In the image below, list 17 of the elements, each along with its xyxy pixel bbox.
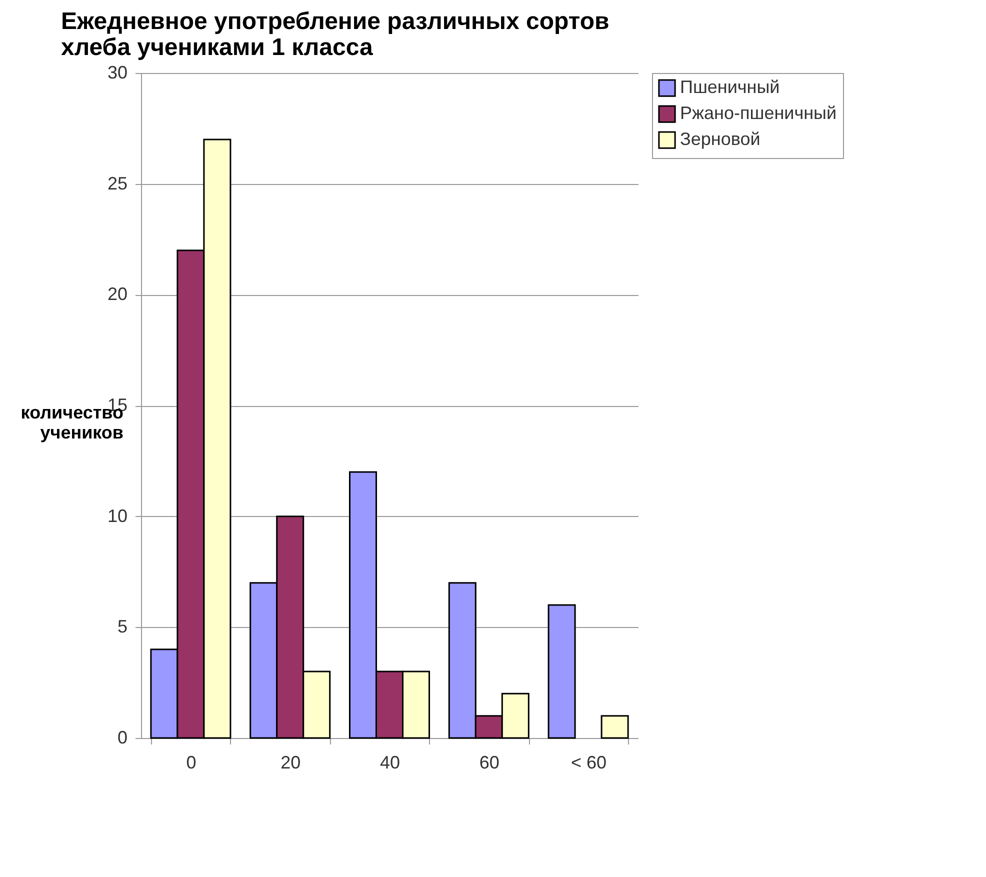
chart-title: Ежедневное употребление различных сортов хлеба учениками 1 класса <box>61 8 610 61</box>
y-tick-label: 5 <box>117 616 128 637</box>
y-tick-label: 0 <box>117 728 128 748</box>
legend-label: Пшеничный <box>680 77 780 97</box>
x-tick-label: 40 <box>380 752 400 772</box>
legend-label: Ржано-пшеничный <box>680 103 837 123</box>
legend-label: Зерновой <box>680 129 760 149</box>
y-tick-label: 20 <box>107 284 128 304</box>
y-tick-label: 30 <box>107 62 128 82</box>
x-tick-label: 0 <box>186 752 196 772</box>
bar <box>600 715 629 739</box>
x-tick-label: 20 <box>280 752 301 772</box>
x-tick-label: 60 <box>479 752 500 772</box>
y-tick-label: 25 <box>107 173 128 194</box>
x-tick-label: < 60 <box>571 752 607 772</box>
bar <box>548 604 576 739</box>
y-tick-label: 10 <box>107 506 128 526</box>
